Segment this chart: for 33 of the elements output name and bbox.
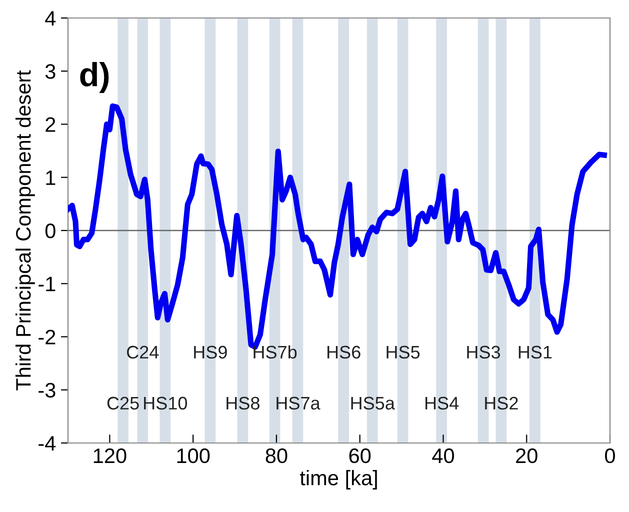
band-label: HS9	[194, 346, 227, 359]
x-tick-label: 100	[177, 448, 210, 464]
y-tick-label: 1	[46, 170, 56, 185]
band-label: C25	[107, 396, 139, 410]
y-tick-label: 4	[45, 11, 56, 26]
y-tick-label: -3	[38, 382, 56, 398]
band-label: C24	[126, 346, 159, 359]
x-axis-title: time [ka]	[300, 470, 377, 490]
band-label: HS5	[386, 346, 420, 359]
y-tick-label: 2	[46, 117, 56, 132]
y-tick-label: 3	[45, 64, 56, 79]
x-tick-label: 80	[266, 448, 288, 464]
x-tick-label: 20	[516, 448, 538, 464]
band-label: HS2	[485, 396, 518, 410]
y-tick-label: -2	[38, 330, 56, 344]
x-tick-label: 0	[605, 448, 615, 464]
band-label: HS10	[144, 396, 188, 410]
y-tick-label: -1	[38, 276, 56, 292]
band-label: HS3	[467, 346, 500, 359]
band-label: HS7b	[254, 345, 297, 359]
y-axis-title: Third Principcal Component desert	[15, 70, 35, 390]
band-label: HS7a	[276, 396, 320, 410]
y-tick-label: -4	[38, 436, 56, 451]
x-tick-label: 40	[432, 448, 454, 464]
band-label: HS4	[425, 396, 459, 410]
x-tick-label: 60	[349, 448, 371, 464]
band-label: HS5a	[351, 396, 395, 410]
band-label: HS8	[226, 396, 260, 410]
band-label: HS6	[328, 346, 360, 359]
band-label: HS1	[518, 346, 552, 359]
x-tick-label: 120	[94, 448, 126, 464]
annotation: d)	[80, 62, 109, 94]
y-tick-label: 0	[45, 224, 56, 238]
